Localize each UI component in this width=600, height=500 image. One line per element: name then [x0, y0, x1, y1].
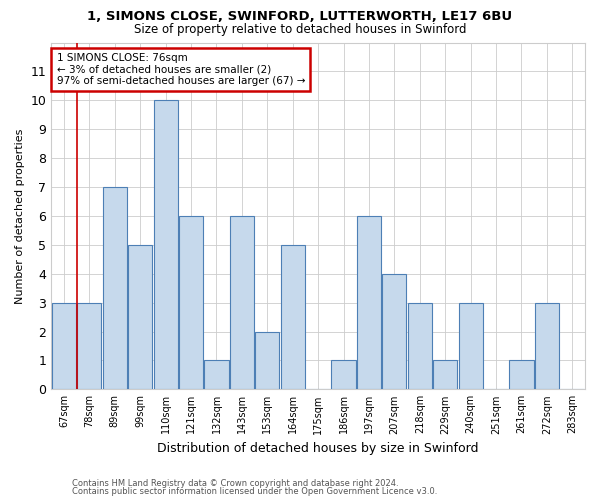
Bar — [205, 360, 229, 390]
Bar — [382, 274, 406, 390]
Bar — [458, 302, 483, 390]
Bar — [77, 302, 101, 390]
X-axis label: Distribution of detached houses by size in Swinford: Distribution of detached houses by size … — [157, 442, 479, 455]
Text: Size of property relative to detached houses in Swinford: Size of property relative to detached ho… — [134, 22, 466, 36]
Bar — [103, 187, 127, 390]
Bar — [52, 302, 76, 390]
Bar — [281, 245, 305, 390]
Text: 1, SIMONS CLOSE, SWINFORD, LUTTERWORTH, LE17 6BU: 1, SIMONS CLOSE, SWINFORD, LUTTERWORTH, … — [88, 10, 512, 23]
Bar — [230, 216, 254, 390]
Bar — [509, 360, 533, 390]
Bar — [535, 302, 559, 390]
Y-axis label: Number of detached properties: Number of detached properties — [15, 128, 25, 304]
Bar — [128, 245, 152, 390]
Bar — [331, 360, 356, 390]
Bar — [408, 302, 432, 390]
Text: Contains public sector information licensed under the Open Government Licence v3: Contains public sector information licen… — [72, 487, 437, 496]
Text: Contains HM Land Registry data © Crown copyright and database right 2024.: Contains HM Land Registry data © Crown c… — [72, 478, 398, 488]
Bar — [255, 332, 280, 390]
Bar — [357, 216, 381, 390]
Text: 1 SIMONS CLOSE: 76sqm
← 3% of detached houses are smaller (2)
97% of semi-detach: 1 SIMONS CLOSE: 76sqm ← 3% of detached h… — [56, 53, 305, 86]
Bar — [154, 100, 178, 390]
Bar — [179, 216, 203, 390]
Bar — [433, 360, 457, 390]
